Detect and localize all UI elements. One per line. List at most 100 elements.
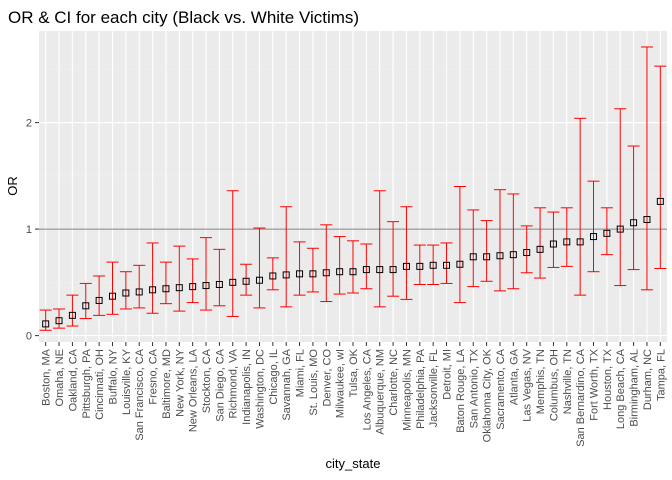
odds-ratio-point [242, 277, 250, 285]
x-tick-label: San Diego, CA [214, 348, 226, 421]
error-bar [413, 244, 426, 285]
x-tick-label: New York, NY [174, 348, 186, 417]
error-bar [627, 145, 640, 271]
x-tick-label: Minneapolis, MN [401, 349, 413, 431]
x-tick-label: Omaha, NE [54, 349, 66, 406]
error-bar [186, 258, 199, 304]
x-tick-label: Charlotte, NC [388, 349, 400, 416]
error-bar [79, 282, 92, 320]
x-tick-label: Savannah, GA [281, 348, 293, 420]
x-tick-label: Fort Worth, TX [589, 348, 601, 420]
odds-ratio-point [229, 278, 237, 286]
x-tick-label: Albuquerque, NM [375, 349, 387, 435]
odds-ratio-point [349, 268, 357, 276]
odds-ratio-point [336, 268, 344, 276]
error-bar [93, 275, 106, 316]
error-bar [640, 46, 653, 291]
odds-ratio-point [55, 317, 63, 325]
odds-ratio-point [536, 245, 544, 253]
error-bar [493, 189, 506, 292]
x-tick-label: Tulsa, OK [348, 348, 360, 397]
error-bar [293, 241, 306, 296]
x-tick-label: Memphis, TN [535, 349, 547, 414]
odds-ratio-point [309, 270, 317, 278]
odds-ratio-point [496, 252, 504, 260]
x-tick-label: Pittsburgh, PA [81, 348, 93, 418]
x-tick-label: Boston, MA [41, 348, 53, 406]
x-tick-label: San Francisco, CA [134, 348, 146, 440]
odds-ratio-point [202, 282, 210, 290]
error-bar [547, 211, 560, 268]
x-tick-label: Detroit, MI [442, 349, 454, 400]
odds-ratio-point [189, 283, 197, 291]
error-bar [346, 240, 360, 294]
error-bar [373, 190, 386, 308]
x-axis-title: city_state [326, 456, 381, 471]
odds-ratio-point [616, 225, 624, 233]
odds-ratio-point [630, 219, 638, 227]
odds-ratio-point [469, 253, 477, 261]
error-bar [560, 207, 573, 267]
odds-ratio-point [82, 302, 90, 310]
x-tick-label: Stockton, CA [201, 348, 213, 413]
error-bar [587, 180, 600, 273]
odds-ratio-point [149, 286, 157, 294]
error-bar [213, 248, 226, 307]
x-tick-label: Durham, NC [642, 349, 654, 410]
x-tick-label: Denver, CO [321, 349, 333, 407]
odds-ratio-point [42, 320, 50, 328]
odds-ratio-point [296, 270, 304, 278]
error-bar [280, 206, 293, 308]
error-bar [53, 308, 66, 329]
error-bar [266, 257, 279, 291]
error-bar [306, 247, 319, 293]
y-tick-label: 1 [26, 224, 32, 236]
x-tick-label: Columbus, OH [548, 349, 560, 421]
error-bar [240, 263, 253, 296]
odds-ratio-point [590, 233, 598, 241]
x-tick-label: Chicago, IL [268, 349, 280, 405]
odds-ratio-point [175, 284, 183, 292]
error-bars [39, 46, 667, 331]
error-bar [146, 242, 159, 314]
x-tick-label: Philadelphia, PA [415, 348, 427, 429]
error-bar [159, 261, 172, 305]
x-tick-label: Nashville, TN [562, 349, 574, 414]
error-bar [387, 221, 400, 297]
error-bar [534, 207, 547, 279]
odds-ratio-point [443, 261, 451, 269]
x-tick-label: Louisville, KY [121, 348, 133, 415]
error-bar [480, 220, 493, 282]
x-tick-label: Oklahoma City, OK [482, 348, 494, 442]
y-axis-title: OR [5, 176, 20, 196]
x-tick-label: Washington, DC [254, 349, 266, 429]
error-bar [200, 237, 213, 311]
odds-ratio-point [362, 266, 370, 274]
odds-ratio-point [122, 289, 130, 297]
x-tick-label: Indianapolis, IN [241, 349, 253, 425]
odds-ratio-point [282, 271, 290, 279]
odds-ratio-point [376, 266, 384, 274]
odds-ratio-point [389, 266, 397, 274]
x-tick-label: Las Vegas, NV [522, 348, 534, 421]
error-bar [253, 227, 266, 309]
odds-ratio-point [429, 261, 437, 269]
odds-ratio-point [509, 251, 517, 259]
y-axis: 0 1 2 [26, 118, 39, 343]
error-bar [507, 193, 520, 290]
odds-ratio-point [523, 249, 531, 257]
error-bar [654, 65, 667, 270]
x-tick-label: Sacramento, CA [495, 348, 507, 429]
odds-ratio-point [162, 285, 170, 293]
odds-ratio-point [255, 276, 263, 284]
x-tick-label: Milwaukee, wI [335, 349, 347, 418]
odds-ratio-point [68, 311, 76, 319]
x-tick-label: Tampa, FL [655, 349, 667, 401]
odds-ratio-point [135, 288, 143, 296]
y-tick-label: 0 [26, 331, 32, 343]
error-bar [453, 186, 466, 304]
y-tick-label: 2 [26, 118, 32, 130]
chart-title: OR & CI for each city (Black vs. White V… [8, 8, 359, 27]
error-bar [600, 207, 613, 256]
